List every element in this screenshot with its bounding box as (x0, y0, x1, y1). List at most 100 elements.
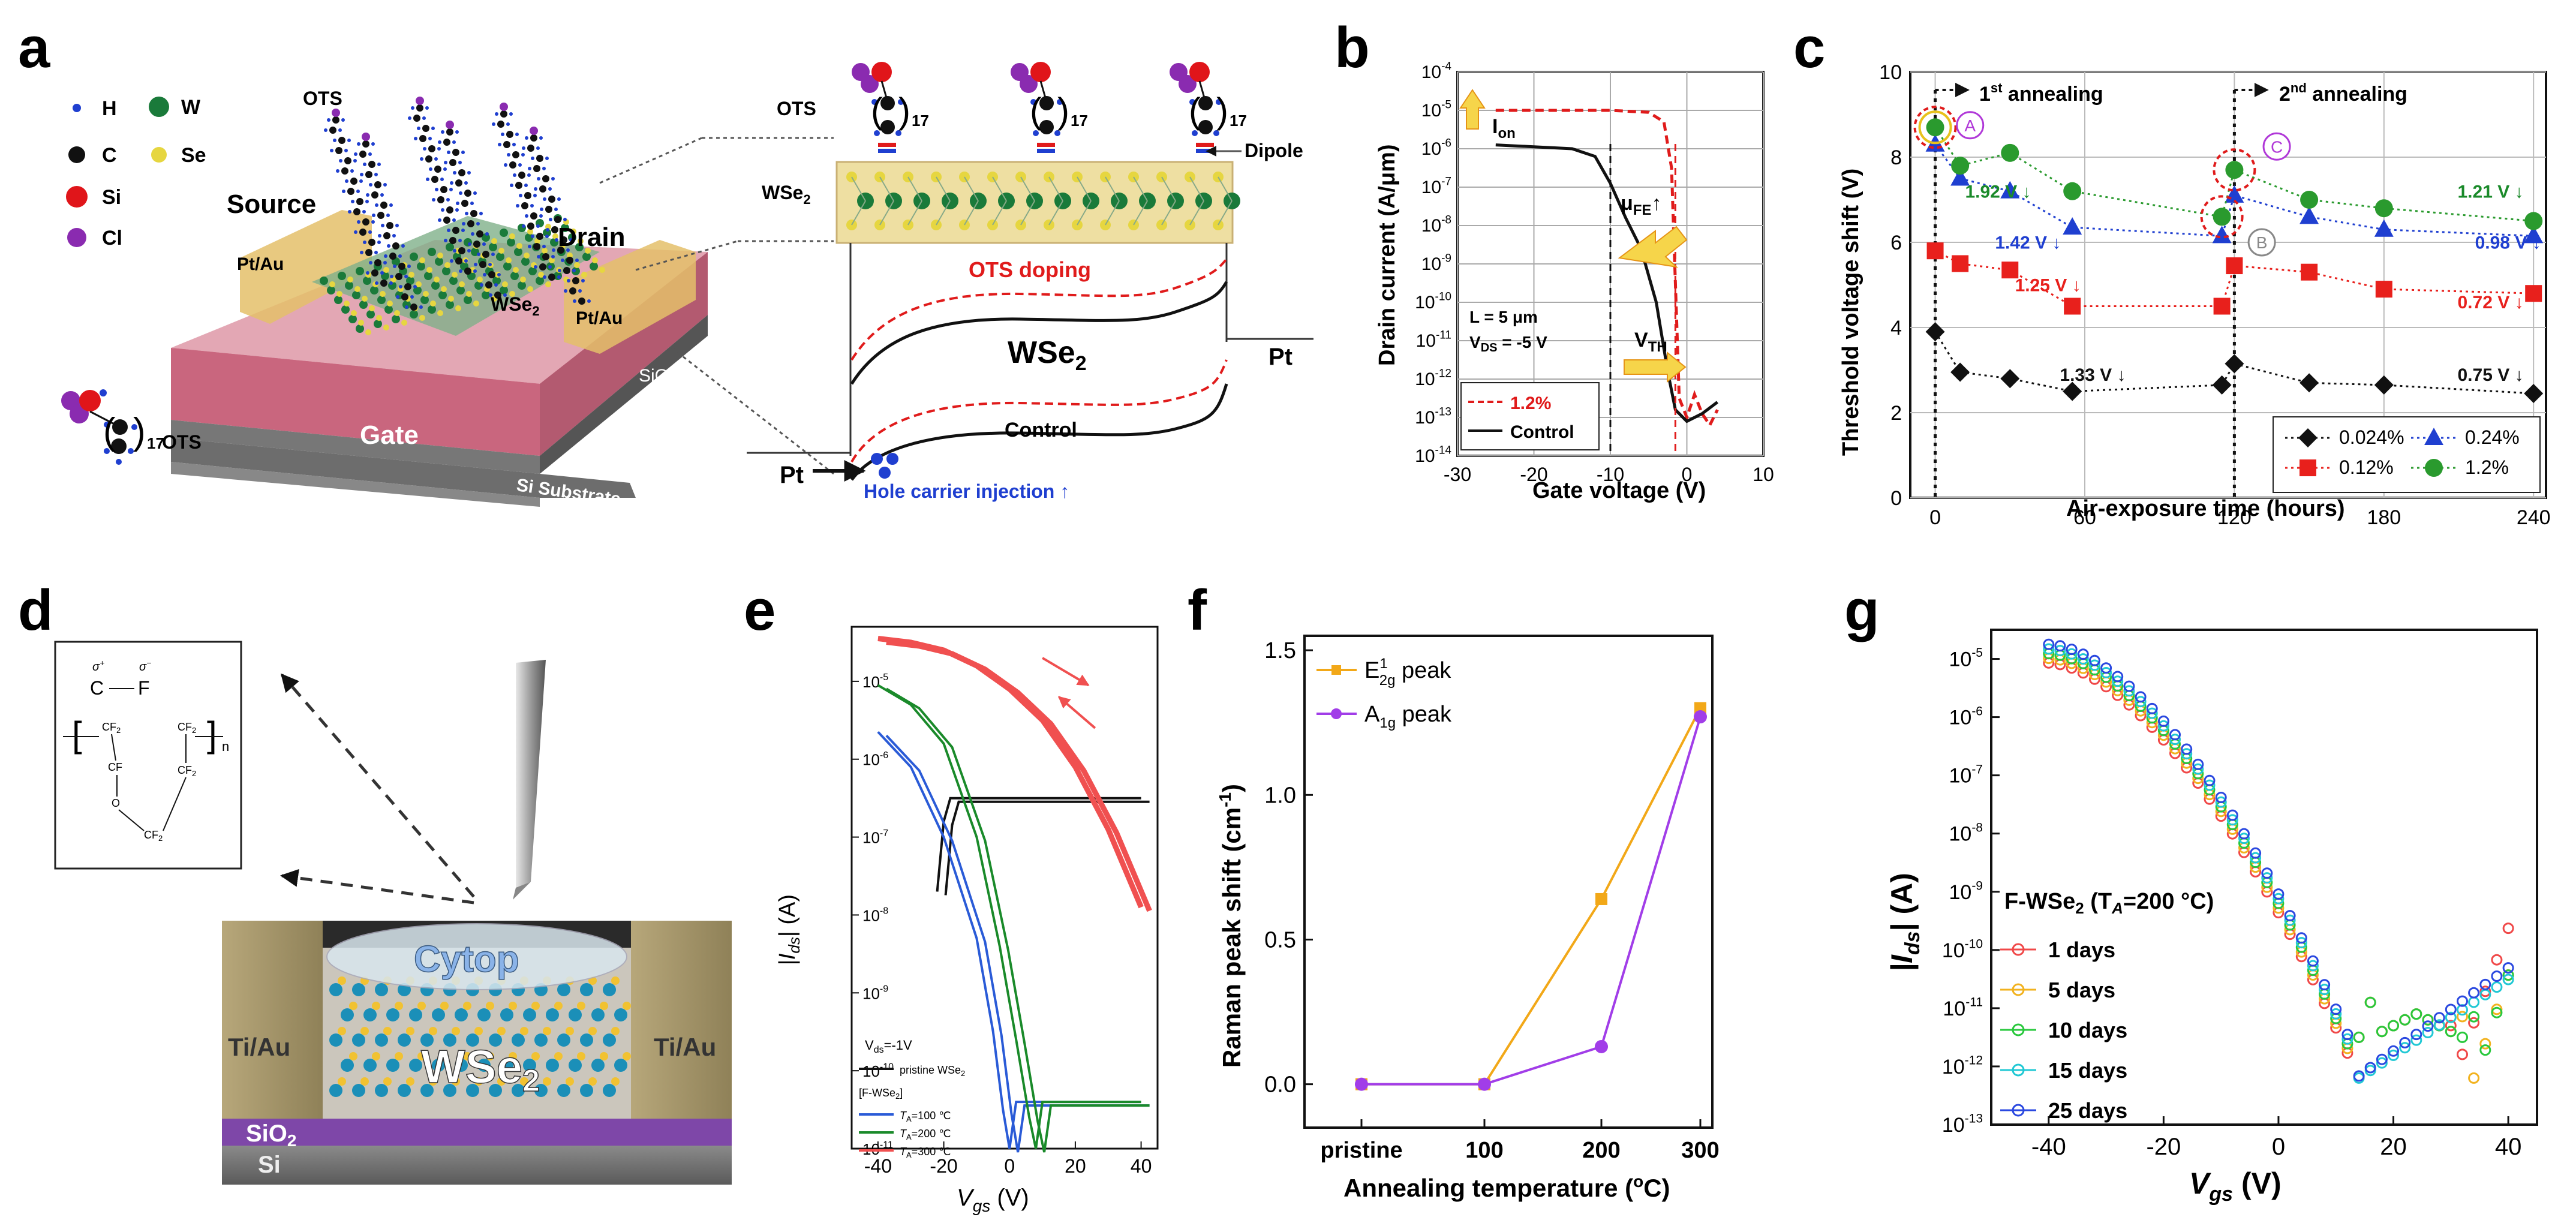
h-atom (398, 254, 402, 258)
data-point (2088, 659, 2100, 671)
cytop-structure-box (54, 641, 242, 870)
bond (1133, 176, 1148, 202)
bond (1105, 200, 1120, 226)
se-atom (578, 238, 584, 244)
w-atom (352, 1033, 365, 1047)
se-atom (574, 262, 580, 268)
c-atom (374, 259, 381, 266)
bond (851, 176, 866, 202)
data-point (2169, 729, 2181, 741)
se-atom (600, 1002, 608, 1010)
se-atom (498, 248, 504, 254)
bond (964, 176, 979, 202)
panel-e-plot-frame (850, 626, 1159, 1150)
data-point (2043, 638, 2055, 650)
tick-label: 4 (1890, 317, 1902, 339)
arrow-to-structure-top (281, 673, 475, 898)
svg-text:TA=200 ℃: TA=200 ℃ (900, 1128, 951, 1141)
se-atom (423, 291, 429, 297)
data-point-0.12% (2525, 285, 2542, 302)
se-atom (506, 257, 512, 263)
tick-label: 240 (2517, 506, 2551, 529)
panel-g-ylabel: |Ids| (A) (1885, 873, 1924, 972)
leader-line-mid (635, 240, 738, 271)
h-atom (386, 214, 390, 217)
svg-text:CF: CF (108, 761, 122, 773)
h-atom (557, 275, 561, 279)
h-atom (509, 112, 513, 116)
tick-label: 10-11 (1416, 329, 1451, 351)
h-atom (542, 245, 546, 248)
legend-w-atom (149, 97, 169, 117)
h-atom (378, 234, 381, 238)
h-atom (455, 208, 459, 212)
h-atom (456, 202, 459, 205)
se-atom (623, 1052, 631, 1060)
w-atom (341, 1059, 354, 1072)
h-atom (459, 269, 462, 273)
data-point-0.12% (2301, 263, 2318, 281)
c-atom (434, 166, 441, 173)
se-atom (554, 1002, 563, 1010)
paren: ( (1189, 91, 1201, 131)
series-line (885, 687, 1150, 1153)
tick-label: 10-9 (1421, 253, 1451, 275)
se-atom (570, 229, 576, 235)
h-atom (432, 198, 435, 202)
annealing-1-label: 1st annealing (1979, 80, 2103, 106)
tick-label: 10-12 (1942, 1054, 1983, 1078)
w-atom (431, 281, 440, 290)
w-atom (438, 291, 447, 299)
w-atom (402, 301, 411, 309)
h-atom (465, 212, 468, 215)
w-atom (375, 983, 388, 996)
h-atom (360, 173, 363, 176)
c-atom (530, 134, 537, 142)
h-atom (327, 118, 330, 122)
h-atom (513, 173, 516, 177)
h-atom (417, 127, 420, 130)
tick-label: 20 (1065, 1155, 1086, 1177)
data-point (2491, 1003, 2503, 1015)
tick-label: 10-7 (862, 828, 888, 847)
h-atom (543, 275, 546, 279)
data-point (2330, 1003, 2342, 1015)
dipole-label: Dipole (1245, 140, 1303, 161)
c-atom (449, 159, 456, 166)
se-atom (474, 1027, 483, 1035)
delta-green-1: 1.92 V ↓ (1965, 182, 2031, 202)
w-atom (523, 1059, 536, 1072)
w-atom (443, 1084, 456, 1097)
h-atom (522, 224, 525, 228)
tick-label: 300 (1681, 1138, 1719, 1163)
h-atom (440, 178, 444, 181)
legend-marker (2424, 428, 2443, 445)
w-atom (557, 983, 570, 996)
legend-si-atom (66, 186, 88, 208)
data-point-0.024% (2300, 373, 2319, 393)
w-atom (591, 1008, 605, 1021)
h-atom (537, 255, 540, 259)
c-atom (428, 145, 435, 152)
se-atom (497, 1077, 506, 1086)
c-atom (353, 208, 360, 215)
paren: ) (898, 91, 910, 131)
se-atom (395, 1002, 403, 1010)
data-point (2077, 653, 2089, 665)
data-point-1.2% (2374, 199, 2393, 218)
svg-text:pristine WSe2: pristine WSe2 (900, 1064, 965, 1078)
bond (1105, 176, 1120, 202)
legend-b-red: 1.2% (1510, 393, 1551, 413)
bond (1161, 176, 1176, 202)
h-atom (485, 232, 489, 236)
bond (1077, 200, 1092, 226)
se-atom (338, 1077, 346, 1086)
w-atom (338, 272, 346, 280)
data-point-0.12% (2226, 257, 2243, 275)
cl-atom (1020, 75, 1038, 93)
c-atom (356, 198, 363, 205)
w-atom (603, 983, 616, 996)
w-atom (386, 1008, 399, 1021)
data-point-1.2% (1926, 118, 1944, 137)
se-atom (417, 1052, 426, 1060)
